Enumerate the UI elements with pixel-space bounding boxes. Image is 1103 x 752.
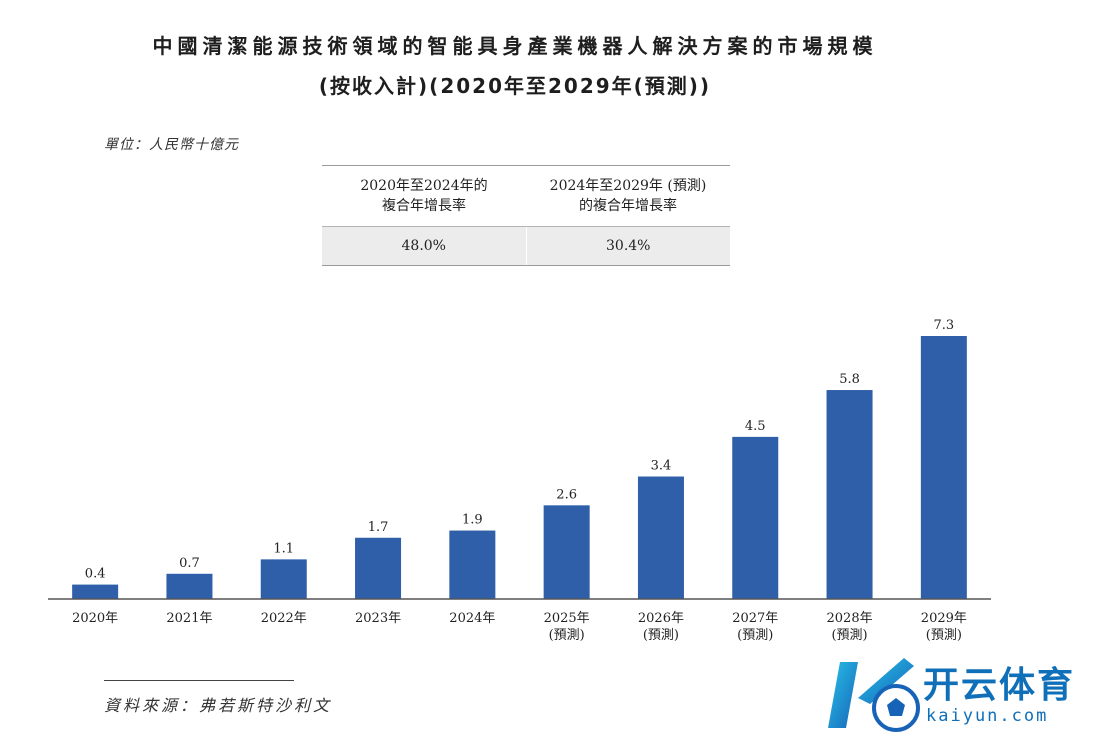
data-label: 1.7 <box>368 520 389 535</box>
x-tick-label: 2026年 <box>638 611 684 626</box>
x-tick-sublabel: (預測) <box>549 628 585 643</box>
source-label: 資料來源：弗若斯特沙利文 <box>104 696 333 715</box>
x-tick-label: 2021年 <box>166 611 212 626</box>
data-label: 5.8 <box>839 372 860 387</box>
cagr-header-forecast: 2024年至2029年 (預測) 的複合年增長率 <box>526 166 730 226</box>
cagr-header-row: 2020年至2024年的 複合年增長率 2024年至2029年 (預測) 的複合… <box>322 166 730 226</box>
bar <box>543 505 590 599</box>
data-label: 4.5 <box>745 419 766 434</box>
kaiyun-logo-icon <box>828 658 920 732</box>
x-tick-label: 2024年 <box>449 611 495 626</box>
bar <box>72 584 119 599</box>
x-tick-sublabel: (預測) <box>831 628 867 643</box>
chart-title: 中國清潔能源技術領域的智能具身產業機器人解決方案的市場規模 <box>152 34 878 58</box>
x-tick-label: 2020年 <box>72 611 118 626</box>
data-label: 3.4 <box>651 459 672 474</box>
cagr-header-historical-line2: 複合年增長率 <box>382 198 466 214</box>
unit-label: 單位：人民幣十億元 <box>104 137 239 153</box>
chart-subtitle: (按收入計)(2020年至2029年(預測)) <box>318 74 712 98</box>
data-label: 1.9 <box>462 513 483 528</box>
data-label: 0.7 <box>179 556 200 571</box>
x-tick-label: 2025年 <box>544 611 590 626</box>
data-label: 2.6 <box>556 487 577 502</box>
cagr-header-forecast-line2: 的複合年增長率 <box>579 198 677 214</box>
x-tick-sublabel: (預測) <box>737 628 773 643</box>
bar <box>637 476 684 599</box>
bar <box>826 390 873 599</box>
data-label: 0.4 <box>85 567 106 582</box>
bar <box>166 573 213 599</box>
x-tick-label: 2029年 <box>921 611 967 626</box>
cagr-header-historical: 2020年至2024年的 複合年增長率 <box>322 166 526 226</box>
source-divider <box>104 680 294 681</box>
watermark-logo: 开云体育 kaiyun.com <box>818 650 1098 740</box>
cagr-value-forecast: 30.4% <box>525 227 731 265</box>
watermark-brand: 开云体育 <box>923 665 1076 706</box>
x-tick-label: 2028年 <box>827 611 873 626</box>
data-label: 1.1 <box>273 541 294 556</box>
watermark-url: kaiyun.com <box>926 706 1049 726</box>
bar <box>920 336 967 599</box>
cagr-value-row: 48.0% 30.4% <box>322 226 730 265</box>
x-tick-label: 2022年 <box>261 611 307 626</box>
bar <box>260 559 307 599</box>
x-tick-sublabel: (預測) <box>643 628 679 643</box>
data-label: 7.3 <box>934 318 955 333</box>
bar <box>449 530 496 599</box>
x-tick-label: 2023年 <box>355 611 401 626</box>
cagr-header-historical-line1: 2020年至2024年的 <box>360 178 488 194</box>
cagr-value-historical: 48.0% <box>401 238 446 254</box>
cagr-table: 2020年至2024年的 複合年增長率 2024年至2029年 (預測) 的複合… <box>322 165 730 266</box>
bar <box>732 436 779 599</box>
bar <box>355 537 402 599</box>
cagr-header-forecast-line1: 2024年至2029年 (預測) <box>549 178 707 194</box>
x-tick-sublabel: (預測) <box>926 628 962 643</box>
x-tick-label: 2027年 <box>732 611 778 626</box>
